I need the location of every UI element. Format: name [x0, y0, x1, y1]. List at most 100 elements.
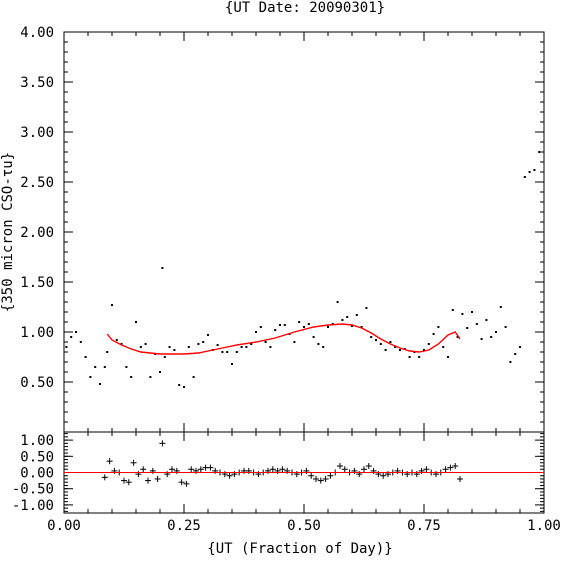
residual-point [317, 477, 324, 484]
fit-curve [106, 323, 461, 355]
top-data-point [139, 346, 142, 348]
top-data-point [533, 169, 536, 171]
residual-point [169, 466, 175, 473]
residual-point [442, 466, 449, 473]
residual-point [226, 472, 233, 479]
top-data-point [432, 333, 435, 335]
top-data-point [375, 339, 377, 341]
residual-point [327, 472, 334, 479]
top-data-point [226, 351, 229, 353]
top-data-point [495, 331, 497, 333]
top-data-point [461, 313, 464, 315]
top-data-point [346, 316, 349, 318]
top-data-point [389, 341, 392, 343]
top-frame [63, 31, 545, 433]
top-data-point [221, 351, 224, 353]
residual-point [159, 440, 166, 447]
top-data-point [341, 319, 344, 321]
top-data-point [161, 267, 164, 269]
top-data-point [418, 356, 421, 358]
top-data-point [240, 346, 243, 348]
top-data-point [447, 356, 449, 358]
top-data-point [355, 314, 358, 316]
top-data-point [475, 323, 478, 325]
residual-point [365, 463, 372, 470]
top-data-point [485, 319, 488, 321]
top-data-point [327, 326, 329, 328]
residual-point [361, 466, 367, 473]
top-data-point [259, 326, 262, 328]
top-data-point [471, 311, 473, 313]
y-axis-label: {350 micron CSO-τu} [0, 152, 16, 312]
residual-point [178, 479, 185, 486]
top-ytick-label: 2.00 [20, 225, 54, 241]
top-data-point [466, 327, 469, 329]
top-data-point [307, 323, 310, 325]
top-data-point [269, 346, 272, 348]
residual-point [423, 466, 430, 473]
residual-point [457, 475, 463, 482]
top-data-point [523, 176, 526, 178]
top-data-point [99, 383, 101, 385]
residual-point [101, 474, 108, 481]
top-ytick-label: 0.50 [20, 375, 54, 391]
top-data-point [538, 151, 541, 153]
residual-point [197, 466, 204, 473]
top-data-point [115, 339, 118, 341]
top-data-point [264, 341, 267, 343]
residual-ytick-label: 0.50 [20, 449, 54, 465]
top-data-point [427, 343, 430, 345]
top-ytick-label: 4.00 [20, 25, 54, 41]
residual-point [130, 459, 137, 466]
top-data-point [173, 349, 176, 351]
residual-point [322, 475, 329, 482]
top-ytick-label: 3.50 [20, 75, 54, 91]
top-data-point [159, 371, 161, 373]
top-ytick-label: 1.00 [20, 325, 54, 341]
top-data-point [379, 343, 382, 345]
top-data-point [250, 343, 253, 345]
top-data-point [216, 344, 219, 346]
residual-xtick-label: 0.25 [167, 518, 201, 534]
top-data-point [89, 376, 92, 378]
top-data-point [437, 326, 440, 328]
residual-point [279, 466, 286, 473]
top-data-point [456, 336, 459, 338]
top-data-point [103, 366, 106, 368]
top-data-point [365, 307, 368, 309]
top-data-point [408, 356, 411, 358]
top-data-point [336, 301, 339, 303]
top-data-point [70, 336, 73, 338]
top-data-point [322, 346, 325, 348]
top-data-point [79, 341, 82, 343]
residual-point [447, 464, 454, 471]
top-ytick-label: 3.00 [20, 125, 54, 141]
residual-point [308, 472, 315, 479]
residual-point [313, 475, 319, 482]
top-data-point [135, 321, 137, 323]
top-data-point [65, 346, 68, 348]
residual-point [452, 463, 459, 470]
top-data-point [514, 353, 517, 355]
top-data-point [360, 326, 363, 328]
residual-point [269, 466, 276, 473]
residual-point [121, 477, 127, 484]
top-data-point [351, 325, 353, 327]
top-data-point [178, 384, 181, 386]
top-data-point [399, 349, 401, 351]
top-ytick-label: 2.50 [20, 175, 54, 191]
top-data-point [75, 331, 77, 333]
residual-ytick-label: -1.00 [12, 498, 54, 514]
top-data-point [235, 351, 238, 353]
top-data-point [183, 386, 185, 388]
top-data-point [451, 309, 454, 311]
residual-point [380, 472, 387, 479]
top-data-point [499, 306, 502, 308]
residual-ytick-label: -0.50 [12, 482, 54, 498]
top-data-point [187, 346, 190, 348]
top-data-point [303, 326, 305, 328]
top-data-point [111, 304, 113, 306]
top-data-point [423, 349, 425, 351]
top-data-point [231, 363, 233, 365]
